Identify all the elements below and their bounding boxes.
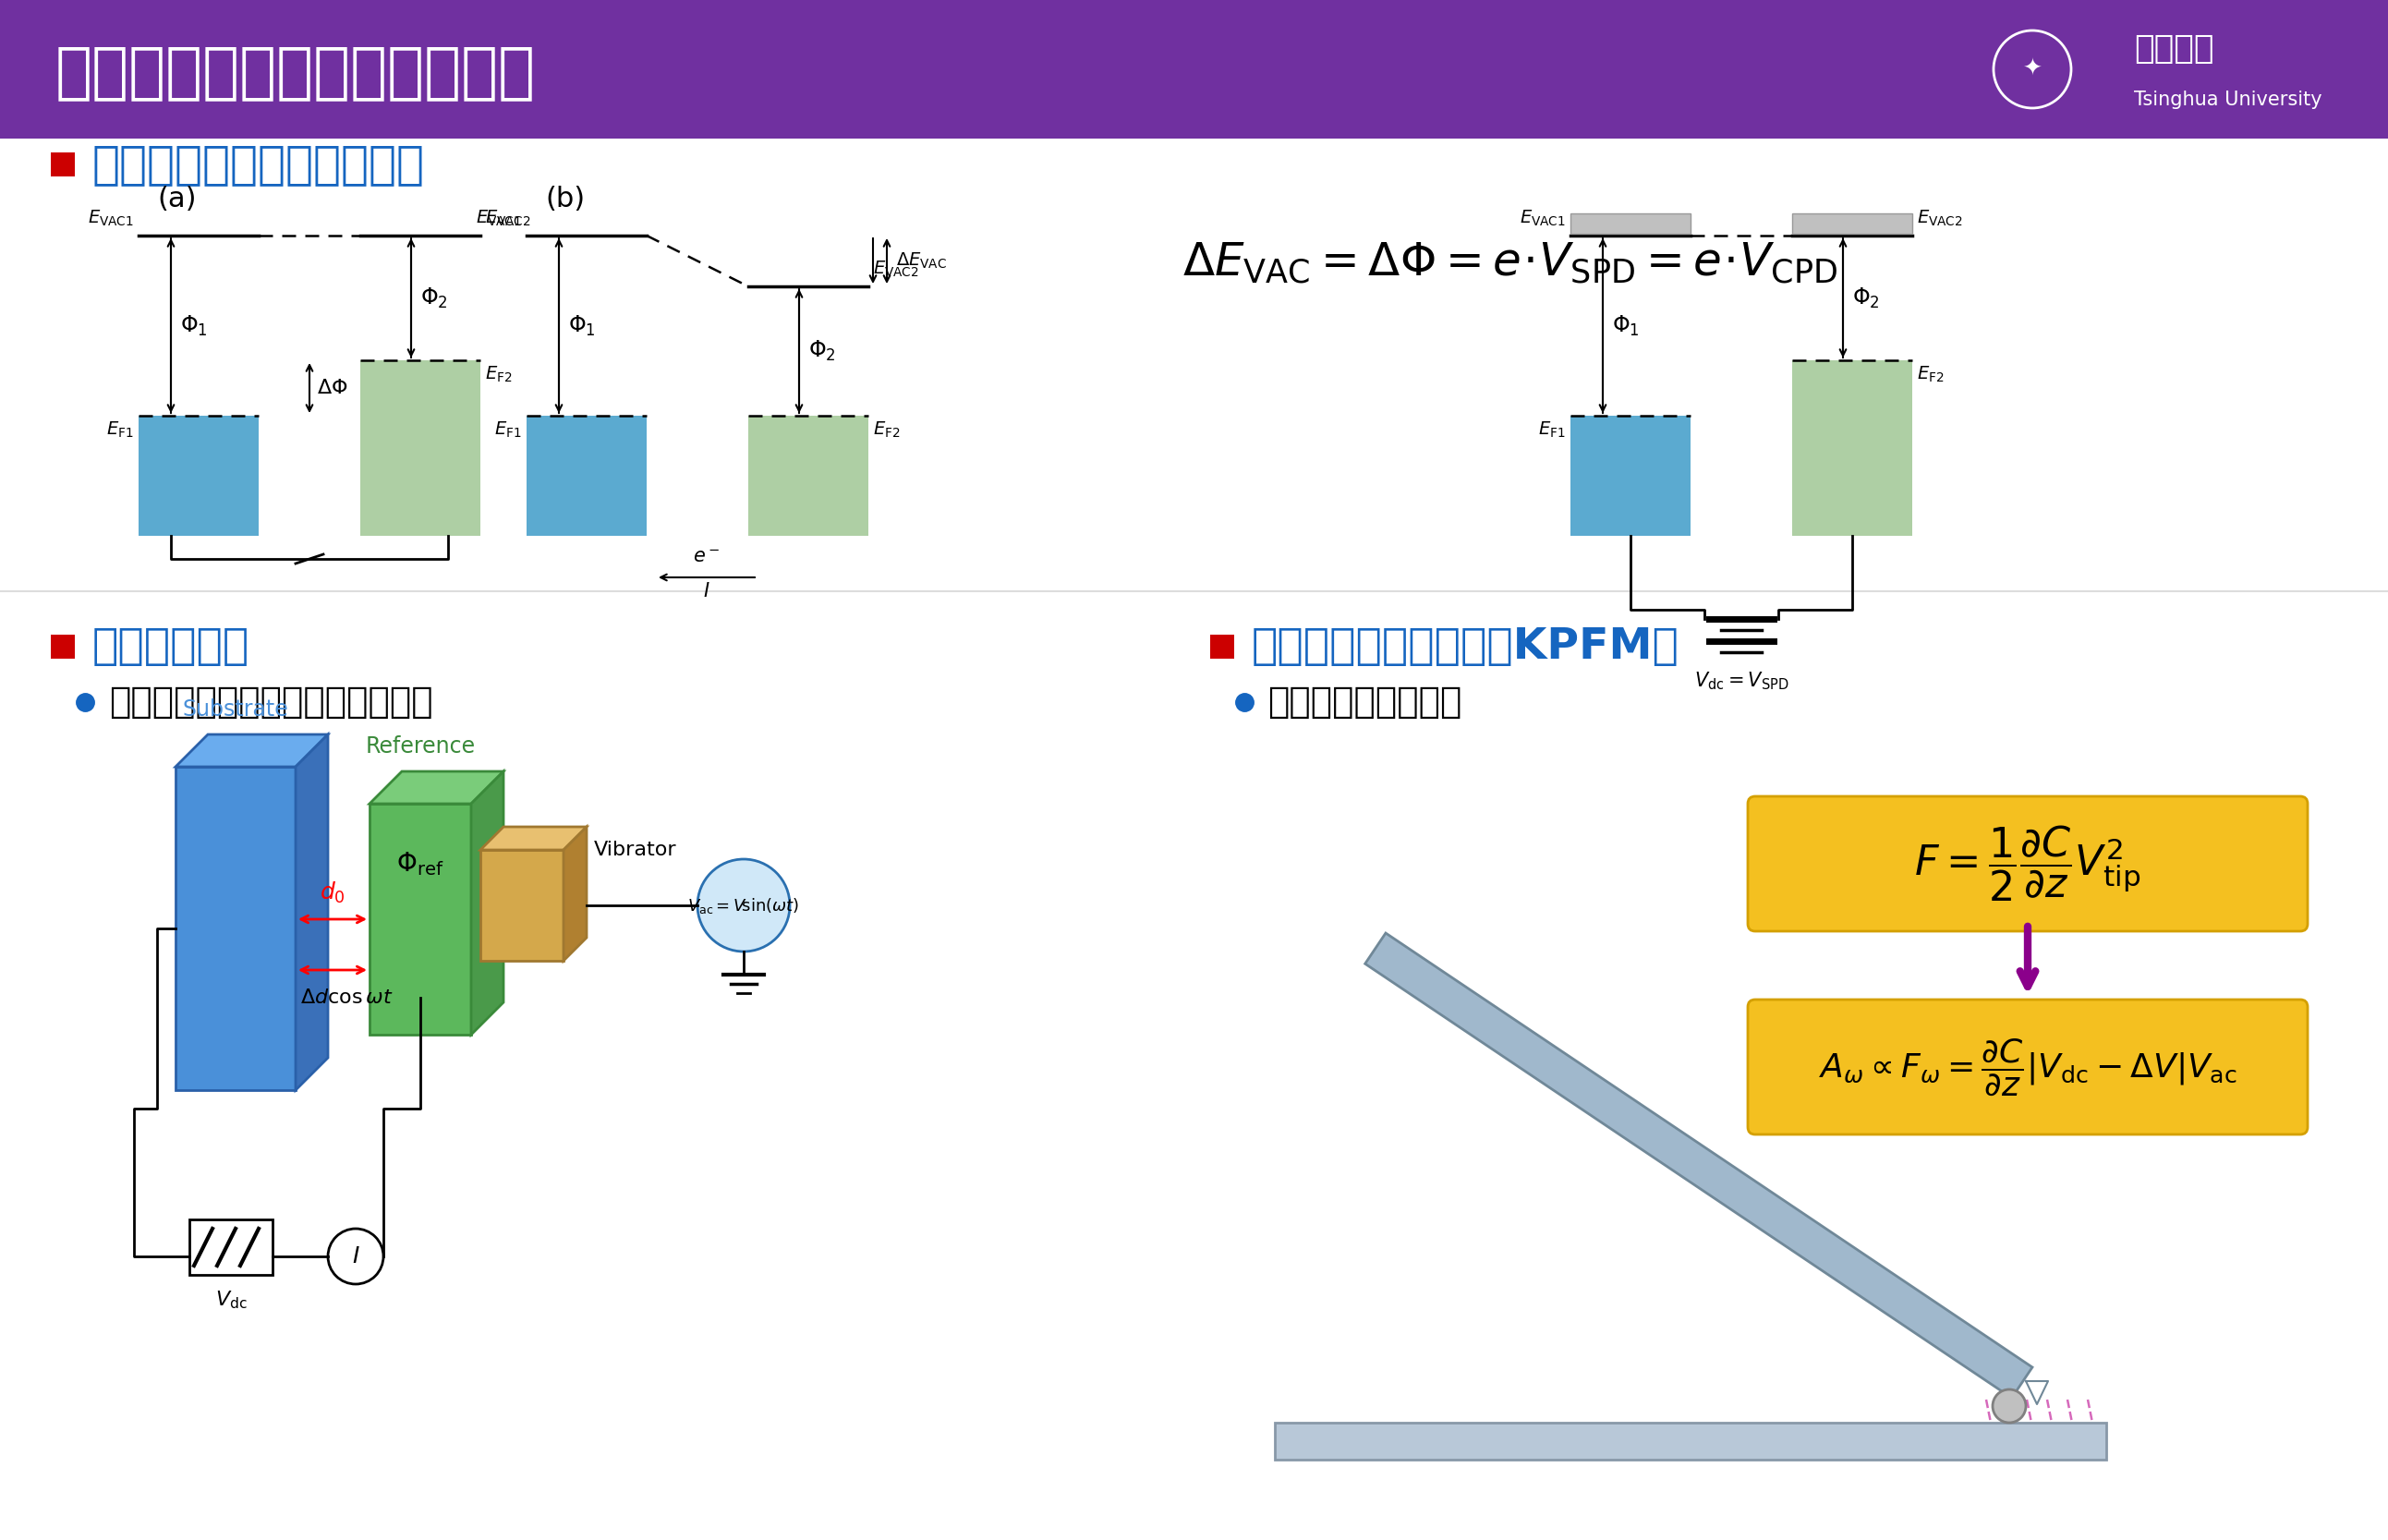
Text: $d_0$: $d_0$ — [320, 881, 346, 906]
Text: (a): (a) — [158, 186, 196, 213]
Text: (b): (b) — [544, 186, 585, 213]
Text: $\Phi_2$: $\Phi_2$ — [807, 339, 836, 363]
Bar — [50, 152, 74, 177]
Text: $\Delta d\cos\omega t$: $\Delta d\cos\omega t$ — [301, 989, 394, 1007]
Bar — [1791, 360, 1913, 536]
Text: $\Delta E_{\rm VAC}$: $\Delta E_{\rm VAC}$ — [896, 251, 948, 271]
Text: $V_{\rm dc}$: $V_{\rm dc}$ — [215, 1289, 246, 1311]
Polygon shape — [564, 827, 587, 961]
Text: $E_{\rm VAC1}$: $E_{\rm VAC1}$ — [475, 208, 523, 228]
Text: $E_{\rm F2}$: $E_{\rm F2}$ — [874, 420, 900, 440]
Text: $\Phi_1$: $\Phi_1$ — [568, 314, 595, 337]
Text: $E_{\rm F2}$: $E_{\rm F2}$ — [1918, 365, 1944, 385]
Bar — [50, 634, 74, 659]
Text: $E_{\rm VAC2}$: $E_{\rm VAC2}$ — [1918, 208, 1963, 228]
Text: $E_{\rm VAC2}$: $E_{\rm VAC2}$ — [485, 208, 530, 228]
Bar — [1571, 416, 1691, 536]
Bar — [361, 360, 480, 536]
Text: Vibrator: Vibrator — [595, 841, 676, 859]
Text: Tsinghua University: Tsinghua University — [2135, 91, 2321, 109]
Text: $E_{\rm VAC2}$: $E_{\rm VAC2}$ — [874, 259, 919, 279]
Text: $\Delta\Phi$: $\Delta\Phi$ — [318, 379, 349, 397]
Bar — [177, 767, 296, 1090]
Text: 利用外加可调电源补偿表面电势差: 利用外加可调电源补偿表面电势差 — [110, 685, 432, 719]
Text: $\Phi_2$: $\Phi_2$ — [420, 286, 449, 310]
Circle shape — [697, 859, 790, 952]
Bar — [139, 416, 258, 536]
Text: $E_{\rm F2}$: $E_{\rm F2}$ — [485, 365, 511, 385]
Text: 开尔文探针力显微镜（KPFM）: 开尔文探针力显微镜（KPFM） — [1251, 625, 1679, 667]
Bar — [1571, 214, 1691, 234]
Text: 针尖相当于参比电极: 针尖相当于参比电极 — [1268, 685, 1461, 719]
Text: $\Phi_{\rm ref}$: $\Phi_{\rm ref}$ — [396, 850, 444, 878]
Polygon shape — [370, 772, 504, 804]
Text: 开尔文探针法: 开尔文探针法 — [93, 625, 251, 667]
Text: 清华大学: 清华大学 — [2135, 32, 2214, 65]
Bar — [1275, 1423, 2106, 1460]
Text: $E_{\rm VAC1}$: $E_{\rm VAC1}$ — [88, 208, 134, 228]
Text: $V_{\rm ac}=V\!\sin(\omega t)$: $V_{\rm ac}=V\!\sin(\omega t)$ — [688, 896, 800, 915]
Text: $V_{\rm dc}=V_{\rm SPD}$: $V_{\rm dc}=V_{\rm SPD}$ — [1693, 670, 1789, 691]
Text: $E_{\rm F1}$: $E_{\rm F1}$ — [494, 420, 523, 440]
Text: $e^-$: $e^-$ — [693, 548, 721, 567]
FancyBboxPatch shape — [1748, 999, 2307, 1135]
Bar — [528, 416, 647, 536]
Text: $I$: $I$ — [351, 1246, 361, 1267]
Text: $\Phi_1$: $\Phi_1$ — [179, 314, 208, 337]
Text: 功函数与表面电势差的关系: 功函数与表面电势差的关系 — [93, 142, 425, 186]
Bar — [189, 1220, 272, 1275]
Text: $E_{\rm F1}$: $E_{\rm F1}$ — [107, 420, 134, 440]
Text: $\Delta E_{\rm VAC} = \Delta\Phi = e\!\cdot\!V_{\rm SPD} = e\!\cdot\!V_{\rm CPD}: $\Delta E_{\rm VAC} = \Delta\Phi = e\!\c… — [1182, 240, 1839, 285]
Bar — [1791, 214, 1913, 234]
Bar — [747, 416, 869, 536]
Text: $I$: $I$ — [702, 582, 709, 601]
Text: ✦: ✦ — [2023, 59, 2042, 80]
Polygon shape — [177, 735, 327, 767]
Text: $\Phi_1$: $\Phi_1$ — [1612, 314, 1641, 337]
Text: Substrate: Substrate — [181, 699, 289, 721]
Polygon shape — [296, 735, 327, 1090]
Bar — [480, 850, 564, 961]
Circle shape — [327, 1229, 384, 1284]
Polygon shape — [470, 772, 504, 1035]
Text: $F = \dfrac{1}{2}\dfrac{\partial C}{\partial z}V_{\rm tip}^2$: $F = \dfrac{1}{2}\dfrac{\partial C}{\par… — [1915, 824, 2142, 904]
Bar — [1211, 634, 1235, 659]
Bar — [0, 0, 2388, 139]
Polygon shape — [1366, 933, 2032, 1398]
Polygon shape — [480, 827, 587, 850]
Text: 界面微区极化特性的原位测试: 界面微区极化特性的原位测试 — [55, 42, 535, 103]
FancyBboxPatch shape — [1748, 796, 2307, 932]
Text: $A_\omega \propto F_\omega = \dfrac{\partial C}{\partial z}|V_{\rm dc}-\Delta V|: $A_\omega \propto F_\omega = \dfrac{\par… — [1820, 1036, 2238, 1098]
Circle shape — [1992, 1389, 2025, 1423]
Bar — [370, 804, 470, 1035]
Text: $\Phi_2$: $\Phi_2$ — [1853, 286, 1879, 310]
Text: $E_{\rm F1}$: $E_{\rm F1}$ — [1538, 420, 1567, 440]
Text: $E_{\rm VAC1}$: $E_{\rm VAC1}$ — [1519, 208, 1567, 228]
Text: Reference: Reference — [365, 736, 475, 758]
